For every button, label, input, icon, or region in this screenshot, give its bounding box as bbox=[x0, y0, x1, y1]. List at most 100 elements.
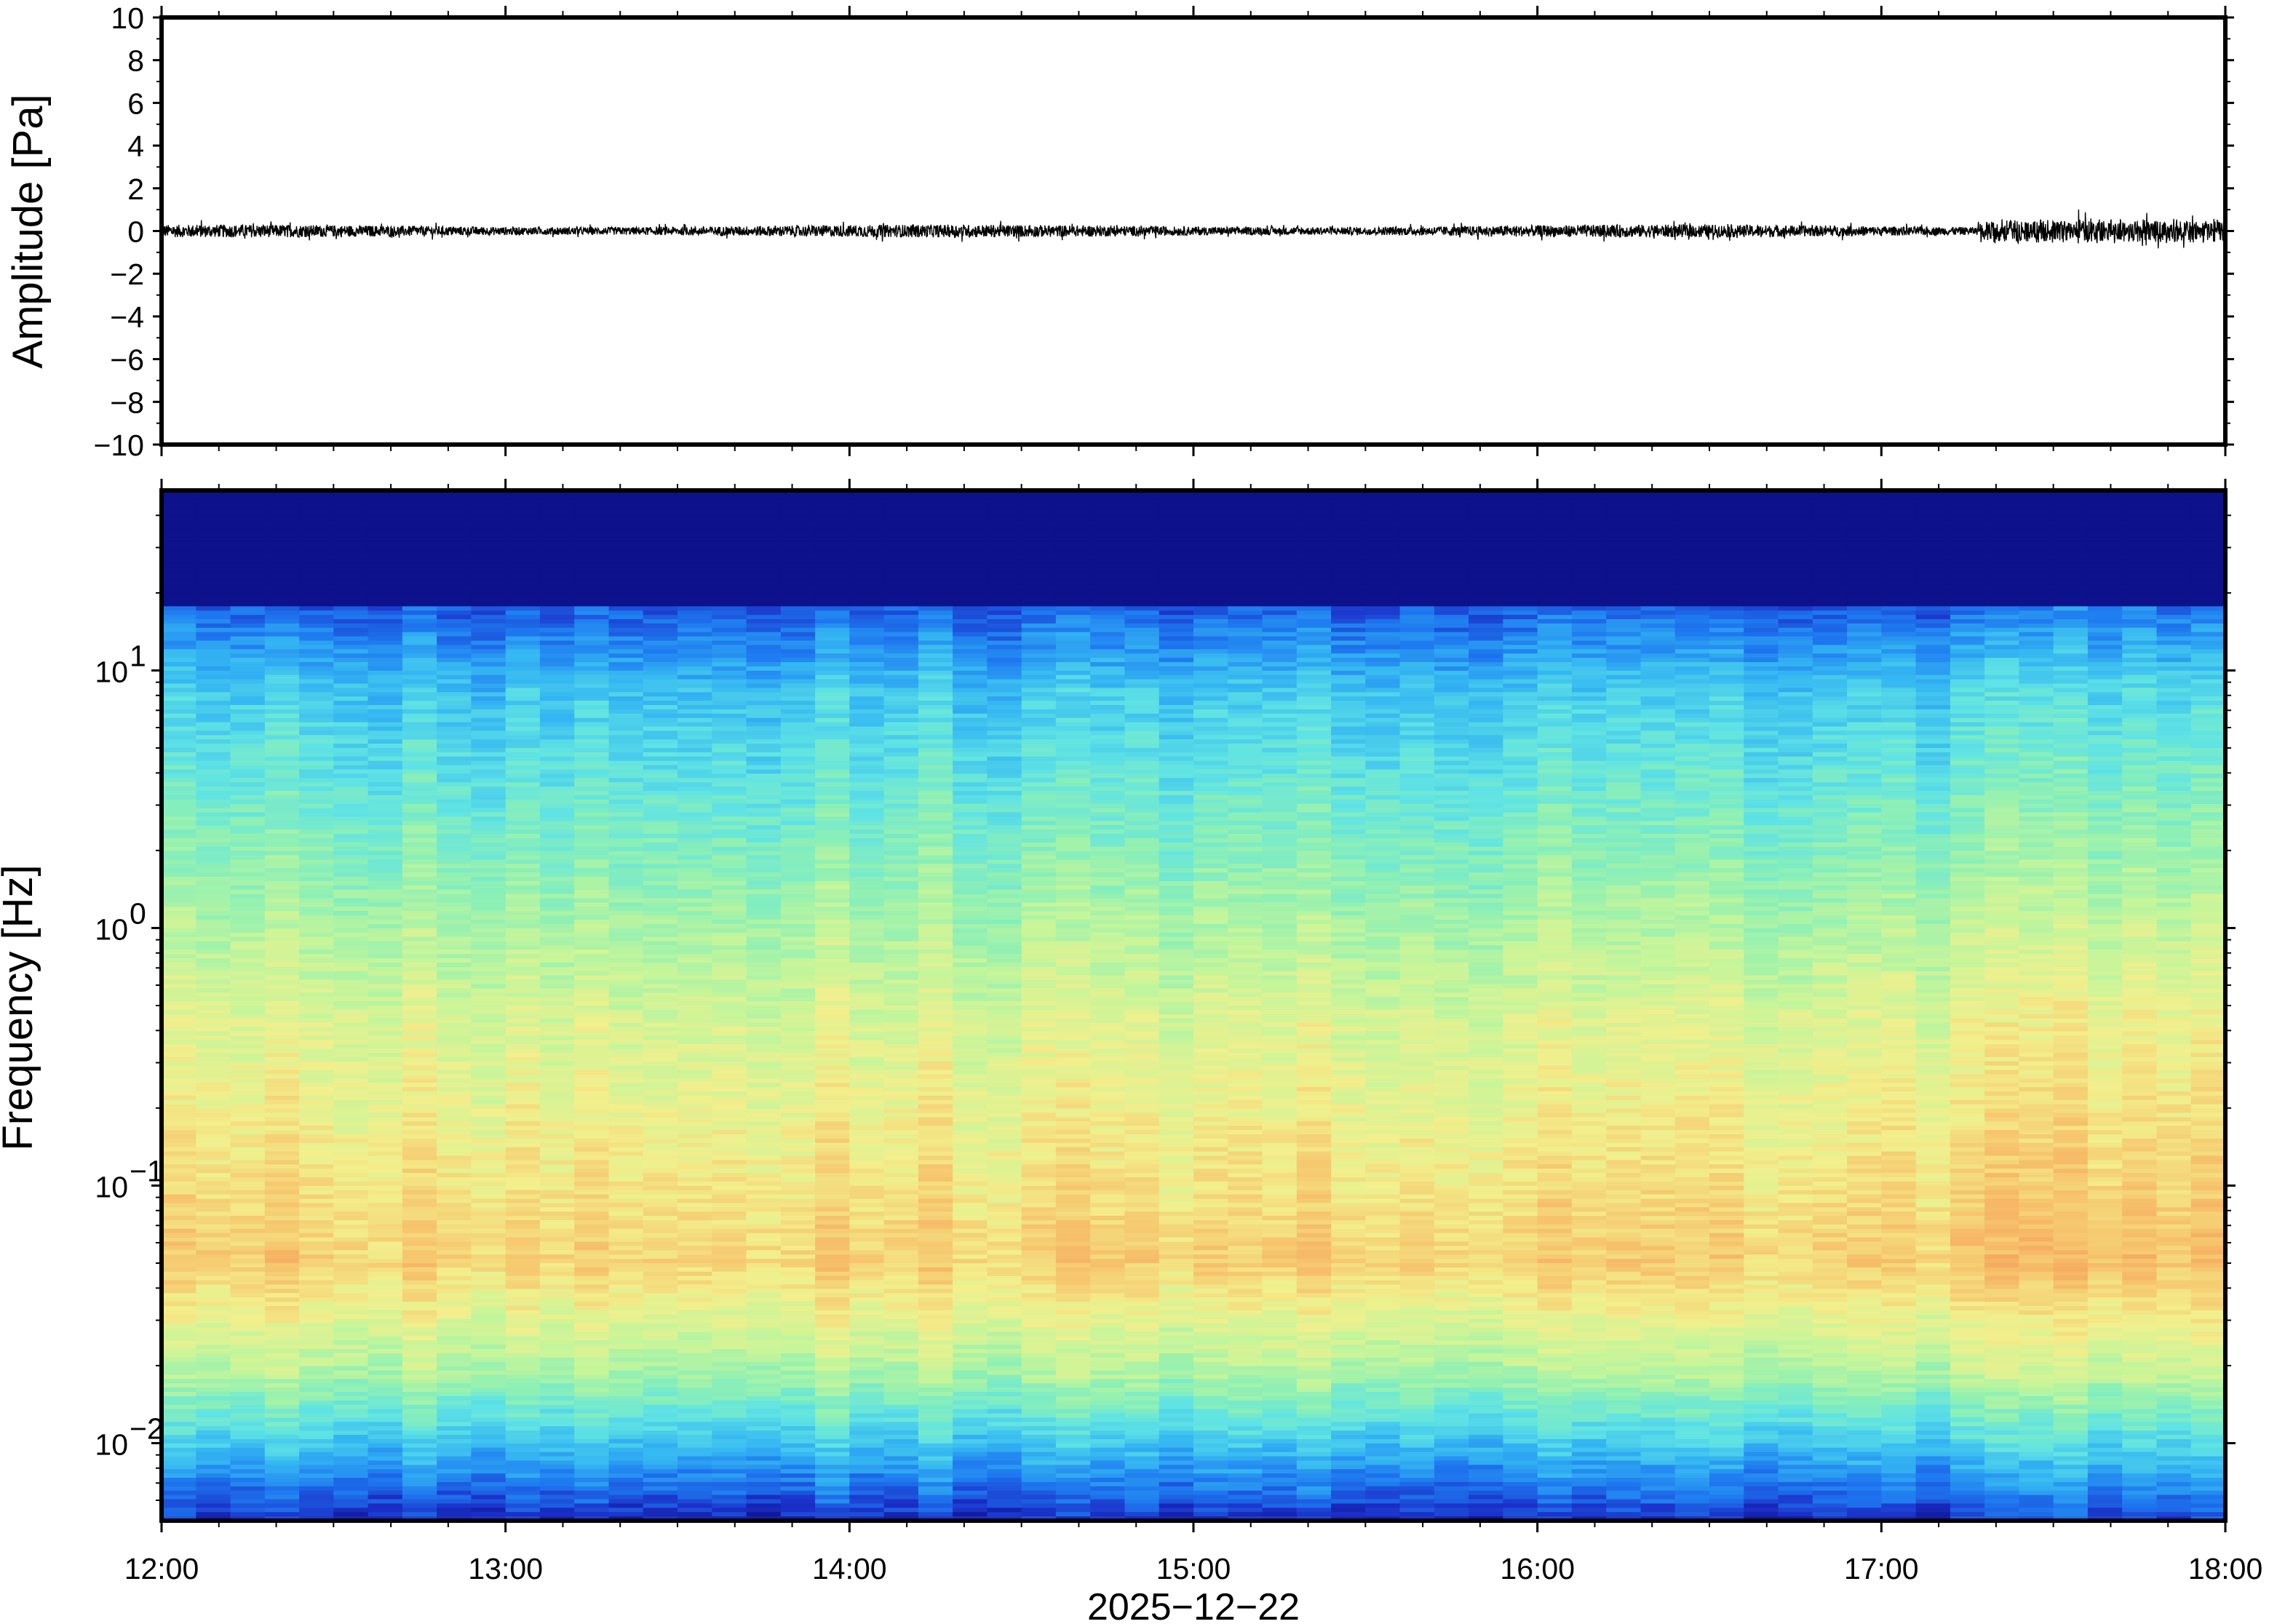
spectrogram-cell bbox=[746, 559, 782, 564]
spectrogram-cell bbox=[780, 739, 816, 744]
spectrogram-cell bbox=[1812, 615, 1848, 620]
spectrogram-cell bbox=[746, 636, 782, 642]
spectrogram-cell bbox=[299, 593, 334, 599]
spectrogram-cell bbox=[643, 842, 678, 848]
spectrogram-cell bbox=[299, 490, 334, 495]
spectrogram-cell bbox=[1915, 688, 1951, 693]
spectrogram-cell bbox=[815, 529, 850, 534]
spectrogram-cell bbox=[1847, 525, 1882, 530]
spectrogram-cell bbox=[539, 512, 575, 517]
spectrogram-cell bbox=[471, 752, 506, 757]
spectrogram-cell bbox=[2087, 756, 2123, 762]
spectrogram-cell bbox=[918, 559, 953, 564]
spectrogram-cell bbox=[1228, 722, 1263, 728]
spectrogram-cell bbox=[1124, 546, 1160, 552]
spectrogram-cell bbox=[780, 525, 816, 530]
spectrogram-cell bbox=[1984, 589, 2019, 594]
spectrogram-cell bbox=[953, 541, 988, 547]
spectrogram-cell bbox=[230, 597, 266, 602]
spectrogram-cell bbox=[1915, 593, 1951, 599]
spectrogram-cell bbox=[1778, 653, 1813, 658]
spectrogram-cell bbox=[367, 550, 403, 556]
spectrogram-cell bbox=[1055, 705, 1091, 710]
spectrogram-cell bbox=[1262, 812, 1298, 817]
spectrogram-cell bbox=[1331, 537, 1366, 543]
spectrogram-cell bbox=[1606, 731, 1642, 736]
spectrogram-cell bbox=[1571, 520, 1607, 525]
spectrogram-cell bbox=[402, 731, 437, 736]
spectrogram-cell bbox=[437, 516, 472, 521]
spectrogram-cell bbox=[883, 717, 919, 723]
spectrogram-cell bbox=[1469, 593, 1503, 599]
spectrogram-cell bbox=[780, 610, 816, 616]
spectrogram-cell bbox=[1124, 692, 1160, 697]
spectrogram-cell bbox=[437, 744, 472, 749]
spectrogram-cell bbox=[1744, 799, 1779, 805]
spectrogram-cell bbox=[987, 627, 1022, 633]
spectrogram-cell bbox=[367, 821, 403, 826]
spectrogram-cell bbox=[1262, 568, 1298, 573]
spectrogram-cell bbox=[746, 696, 782, 701]
spectrogram-cell bbox=[1193, 705, 1228, 710]
spectrogram-cell bbox=[1296, 636, 1332, 642]
spectrogram-cell bbox=[2190, 632, 2226, 637]
spectrogram-cell bbox=[1571, 722, 1607, 728]
spectrogram-cell bbox=[471, 649, 506, 654]
spectrogram-cell bbox=[815, 674, 850, 680]
spectrogram-cell bbox=[1537, 701, 1573, 706]
spectrogram-cell bbox=[883, 606, 919, 611]
spectrogram-cell bbox=[608, 623, 644, 629]
spectrogram-cell bbox=[505, 589, 541, 594]
spectrogram-cell bbox=[1571, 808, 1607, 813]
spectrogram-cell bbox=[1537, 520, 1573, 525]
spectrogram-cell bbox=[1674, 645, 1710, 650]
spectrogram-cell bbox=[1709, 623, 1744, 629]
spectrogram-cell bbox=[643, 653, 678, 658]
spectrogram-cell bbox=[712, 688, 747, 693]
spectrogram-cell bbox=[677, 597, 712, 602]
spectrogram-cell bbox=[883, 589, 919, 594]
spectrogram-cell bbox=[1709, 593, 1744, 599]
spectrogram-cell bbox=[1984, 529, 2019, 534]
spectrogram-cell bbox=[1537, 791, 1573, 796]
spectrogram-cell bbox=[574, 748, 610, 753]
spectrogram-cell bbox=[815, 787, 850, 792]
spectrogram-cell bbox=[1021, 837, 1057, 843]
spectrogram-cell bbox=[539, 554, 575, 560]
spectrogram-cell bbox=[1778, 498, 1813, 504]
spectrogram-cell bbox=[2053, 778, 2089, 783]
spectrogram-cell bbox=[1503, 778, 1538, 783]
spectrogram-cell bbox=[1399, 816, 1435, 821]
spectrogram-cell bbox=[1124, 658, 1160, 663]
spectrogram-cell bbox=[1434, 520, 1469, 525]
spectrogram-cell bbox=[2019, 653, 2054, 658]
spectrogram-cell bbox=[162, 726, 196, 731]
spectrogram-cell bbox=[299, 559, 334, 564]
spectrogram-cell bbox=[1744, 808, 1779, 813]
spectrogram-cell bbox=[539, 529, 575, 534]
spectrogram-cell bbox=[367, 679, 403, 685]
spectrogram-cell bbox=[367, 752, 403, 757]
spectrogram-cell bbox=[1262, 662, 1298, 667]
spectrogram-cell bbox=[1124, 666, 1160, 672]
spectrogram-cell bbox=[1847, 623, 1882, 629]
spectrogram-cell bbox=[2156, 679, 2192, 685]
spectrogram-cell bbox=[437, 623, 472, 629]
spectrogram-cell bbox=[987, 837, 1022, 843]
spectrogram-cell bbox=[712, 554, 747, 560]
spectrogram-cell bbox=[1434, 559, 1469, 564]
spectrogram-cell bbox=[1399, 666, 1435, 672]
spectrogram-cell bbox=[643, 683, 678, 688]
spectrogram-cell bbox=[196, 640, 231, 645]
spectrogram-cell bbox=[2019, 709, 2054, 715]
spectrogram-cell bbox=[2156, 563, 2192, 568]
spectrogram-cell bbox=[1606, 799, 1642, 805]
spectrogram-cell bbox=[953, 593, 988, 599]
spectrogram-cell bbox=[437, 606, 472, 611]
spectrogram-cell bbox=[883, 837, 919, 843]
spectrogram-cell bbox=[230, 731, 266, 736]
spectrogram-cell bbox=[1674, 791, 1710, 796]
spectrogram-cell bbox=[815, 670, 850, 676]
spectrogram-cell bbox=[539, 645, 575, 650]
